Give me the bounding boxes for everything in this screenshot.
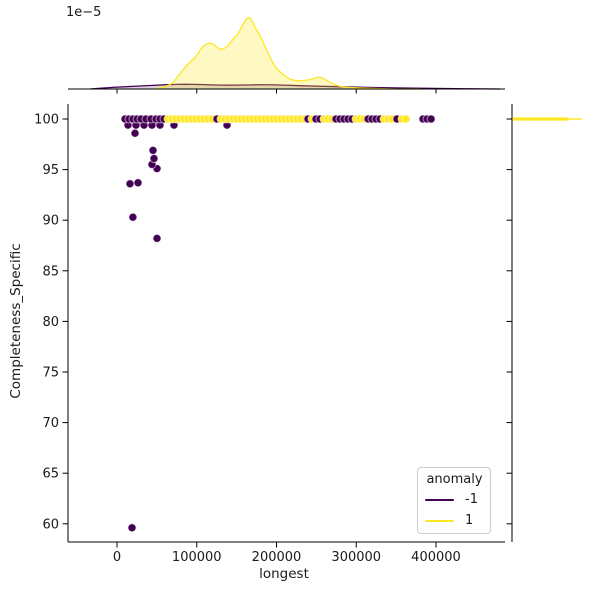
x-tick-label: 200000 (252, 550, 302, 565)
top-kde-line--1 (89, 83, 501, 90)
legend-label-anomaly-1: 1 (465, 513, 474, 528)
legend-label-anomaly-neg1: -1 (465, 492, 478, 507)
scatter-point-anomaly--1 (149, 154, 159, 163)
top-marginal-kde (89, 17, 501, 90)
axes-spines (67, 88, 513, 543)
y-tick-label: 60 (42, 517, 59, 532)
x-tick-label: 100000 (172, 550, 222, 565)
scatter-points (120, 114, 436, 533)
scatter-point-anomaly-1 (401, 114, 411, 124)
y-tick-label: 80 (42, 315, 59, 330)
top-kde-line-1 (154, 17, 421, 90)
x-tick-label: 300000 (331, 550, 381, 565)
y-tick-label: 90 (42, 214, 59, 229)
y-tick-label: 65 (42, 467, 59, 482)
scatter-point-anomaly--1 (127, 523, 137, 533)
scatter-point-anomaly--1 (148, 145, 158, 155)
legend-title: anomaly (426, 472, 483, 487)
legend-entry-anomaly-neg1: -1 (425, 491, 484, 509)
top-kde-fill--1 (89, 84, 501, 89)
axis-ticks-and-labels: 0 100000 200000 300000 400000 100 95 90 85 80 75 70… (34, 89, 512, 565)
legend-swatch-anomaly-1 (425, 519, 454, 523)
x-tick-label: 0 (113, 550, 121, 565)
x-tick-label: 400000 (411, 550, 461, 565)
y-tick-label: 70 (42, 416, 59, 431)
scatter-point-anomaly--1 (128, 212, 138, 222)
legend-swatch-anomaly-neg1 (425, 498, 454, 502)
scatter-point-anomaly--1 (426, 114, 436, 124)
top-kde-fill-1 (155, 17, 421, 90)
y-tick-label: 75 (42, 366, 59, 381)
scatter-point-anomaly--1 (125, 179, 135, 189)
y-axis-label: Completeness_Specific (8, 243, 24, 398)
legend: anomaly -1 1 (417, 467, 491, 534)
scatter-point-anomaly--1 (130, 128, 140, 138)
scatter-point-anomaly--1 (133, 178, 143, 188)
y-tick-label: 95 (42, 163, 59, 178)
legend-entry-anomaly-1: 1 (425, 512, 484, 530)
x-axis-label: longest (259, 566, 309, 582)
scatter-point-anomaly--1 (152, 233, 162, 243)
y-tick-label: 100 (34, 113, 59, 128)
y-tick-label: 85 (42, 264, 59, 279)
offset-text: 1e−5 (66, 5, 101, 20)
